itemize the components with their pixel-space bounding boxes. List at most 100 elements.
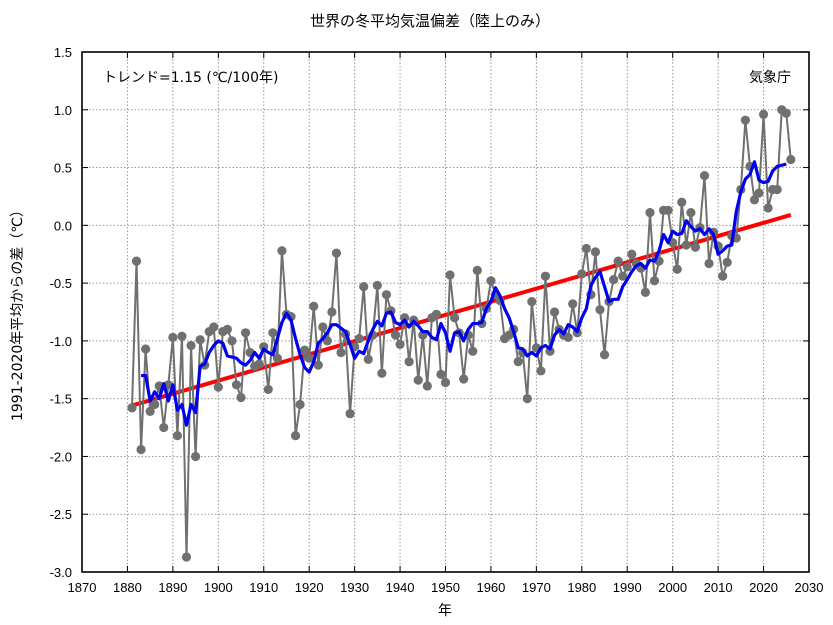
y-tick-label: -2.5 xyxy=(50,507,72,522)
annual-anomaly-point xyxy=(772,184,782,195)
annual-anomaly-point xyxy=(522,394,532,404)
grid-lines xyxy=(82,52,809,572)
annual-anomaly-point xyxy=(372,280,382,291)
x-tick-label: 1920 xyxy=(295,580,324,595)
source-annotation: 気象庁 xyxy=(749,70,791,86)
x-tick-label: 1940 xyxy=(386,580,415,595)
annual-anomaly-point xyxy=(277,246,287,256)
annual-anomaly-point xyxy=(309,301,319,311)
annual-anomaly-point xyxy=(363,354,373,364)
annual-anomaly-line xyxy=(130,107,792,557)
chart-title: 世界の冬平均気温偏差（陸上のみ） xyxy=(310,12,550,30)
annual-anomaly-point xyxy=(345,409,355,419)
annual-anomaly-point xyxy=(436,369,446,379)
annual-anomaly-point xyxy=(486,276,496,286)
y-tick-label: -0.5 xyxy=(50,276,72,291)
annual-anomaly-point xyxy=(536,366,546,376)
annual-anomaly-point xyxy=(781,108,791,118)
x-tick-label: 1930 xyxy=(340,580,369,595)
annual-anomaly-point xyxy=(577,269,587,279)
y-tick-label: -1.5 xyxy=(50,392,72,407)
x-tick-label: 1870 xyxy=(68,580,97,595)
x-tick-label: 1910 xyxy=(249,580,278,595)
y-tick-label: 0.0 xyxy=(54,218,72,233)
y-tick-label: -2.0 xyxy=(50,449,72,464)
annual-anomaly-point xyxy=(381,290,392,300)
annual-anomaly-point xyxy=(468,346,478,356)
annual-series-layer xyxy=(127,105,796,562)
annual-anomaly-point xyxy=(763,203,773,213)
annual-anomaly-point xyxy=(300,345,310,355)
annual-anomaly-point xyxy=(359,281,369,292)
annual-anomaly-point xyxy=(677,197,687,207)
annual-anomaly-point xyxy=(613,256,623,266)
annual-anomaly-point xyxy=(527,297,537,307)
x-axis-label: 年 xyxy=(438,603,452,619)
x-tick-label: 1880 xyxy=(113,580,142,595)
annual-anomaly-point xyxy=(690,242,701,252)
annual-anomaly-point xyxy=(581,243,591,254)
y-axis-label: 1991-2020年平均からの差（℃） xyxy=(10,203,26,421)
annual-anomaly-point xyxy=(145,406,155,416)
annual-anomaly-point xyxy=(599,350,610,360)
annual-anomaly-point xyxy=(749,195,760,205)
annual-anomaly-point xyxy=(141,344,151,354)
annual-anomaly-point xyxy=(290,431,301,441)
annual-anomaly-point xyxy=(758,109,769,119)
annual-anomaly-point xyxy=(627,249,637,259)
annual-anomaly-point xyxy=(645,208,655,218)
annual-anomaly-point xyxy=(159,422,169,433)
annual-anomaly-point xyxy=(295,399,305,410)
annual-anomaly-point xyxy=(131,256,142,266)
annual-anomaly-point xyxy=(618,271,628,281)
annual-anomaly-point xyxy=(209,322,219,332)
annual-anomaly-point xyxy=(181,552,192,562)
x-tick-label: 2010 xyxy=(704,580,733,595)
annual-anomaly-point xyxy=(449,313,460,323)
annual-anomaly-point xyxy=(222,324,232,334)
x-tick-label: 2020 xyxy=(749,580,778,595)
annual-anomaly-point xyxy=(240,328,251,338)
annual-anomaly-point xyxy=(400,313,410,323)
annual-anomaly-point xyxy=(318,322,328,332)
annual-anomaly-point xyxy=(404,357,414,367)
annual-anomaly-point xyxy=(227,336,237,346)
y-tick-label: 1.0 xyxy=(54,103,72,118)
annual-anomaly-point xyxy=(563,332,573,343)
y-tick-label: -1.0 xyxy=(50,334,72,349)
annual-anomaly-point xyxy=(336,347,346,358)
annual-anomaly-point xyxy=(568,299,578,309)
x-axis-ticks: 1870 1880 1890 1900 1910 1920 1930 1940 1950 1960… xyxy=(68,52,823,595)
annual-anomaly-point xyxy=(681,240,691,250)
annual-anomaly-point xyxy=(213,382,223,392)
x-tick-label: 1900 xyxy=(204,580,233,595)
annual-anomaly-point xyxy=(595,305,605,315)
annual-anomaly-point xyxy=(422,381,432,391)
annual-anomaly-point xyxy=(649,276,660,286)
annual-anomaly-point xyxy=(195,335,205,345)
annual-anomaly-point xyxy=(268,328,278,338)
annual-anomaly-point xyxy=(445,270,455,280)
annual-anomaly-point xyxy=(786,154,796,165)
annual-anomaly-point xyxy=(513,357,523,367)
annual-anomaly-point xyxy=(622,262,632,272)
annual-anomaly-point xyxy=(150,399,160,410)
annual-anomaly-point xyxy=(549,307,560,317)
annual-anomaly-point xyxy=(327,307,337,317)
annual-anomaly-point xyxy=(754,188,764,198)
annual-anomaly-point xyxy=(272,353,282,363)
annual-anomaly-point xyxy=(431,309,442,319)
annual-anomaly-point xyxy=(231,380,242,390)
annual-anomaly-point xyxy=(440,377,451,388)
annual-anomaly-point xyxy=(640,287,651,297)
y-axis-ticks: 1.5 1.0 0.5 0.0 -0.5 -1.0 -1.5 -2.0 -2.5 -3.0 xyxy=(50,45,809,580)
annual-anomaly-point xyxy=(609,275,619,285)
annual-anomaly-point xyxy=(540,271,551,281)
annual-anomaly-point xyxy=(186,340,196,351)
annual-anomaly-point xyxy=(672,264,682,274)
annual-anomaly-point xyxy=(663,205,673,215)
annual-anomaly-point xyxy=(718,271,728,281)
annual-anomaly-point xyxy=(127,403,137,413)
x-tick-label: 1950 xyxy=(431,580,460,595)
annual-anomaly-point xyxy=(377,368,387,378)
